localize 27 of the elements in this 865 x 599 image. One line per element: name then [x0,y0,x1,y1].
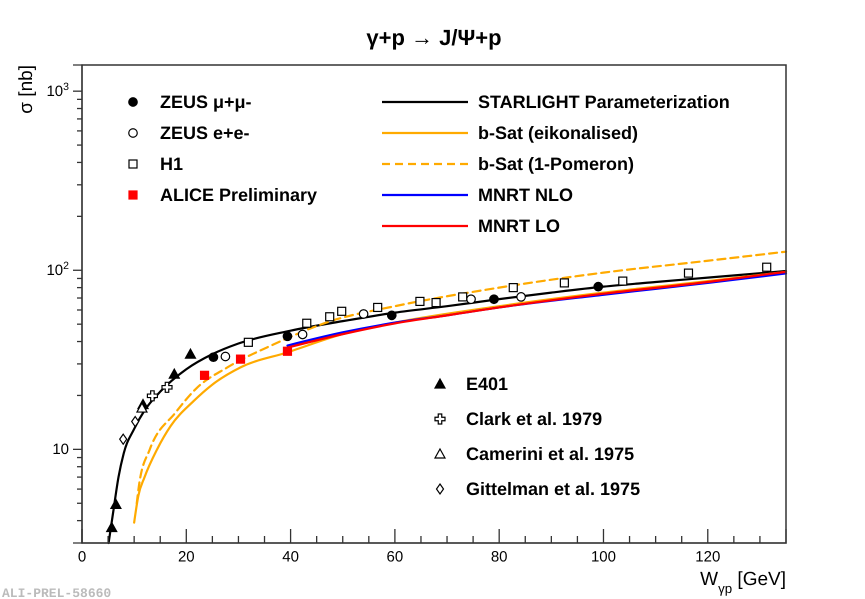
legend-label: H1 [160,154,184,174]
legend-label: Camerini et al. 1975 [466,444,634,464]
legend-label: Gittelman et al. 1975 [466,479,640,499]
y-tick-label: 10$^{3}$ [46,80,70,100]
legend-label: STARLIGHT Parameterization [478,92,730,112]
x-tick-label: 40 [282,548,299,566]
legend-label: ALICE Preliminary [160,185,318,205]
chart-title: γ+p → J/Ψ+p [366,25,502,50]
legend-label: ZEUS μ+μ- [160,92,252,112]
legend-label: MNRT LO [478,216,560,236]
x-tick-label: 0 [78,548,86,566]
x-tick-label: 80 [490,548,508,566]
x-tick-label: 120 [695,548,720,566]
y-axis-title: σ [nb] [16,65,37,114]
legend-label: Clark et al. 1979 [466,409,602,429]
legend-label: E401 [466,374,508,394]
legend-label: MNRT NLO [478,185,573,205]
legend-label: ZEUS e+e- [160,123,250,143]
text: ALI-PREL-58660 [2,586,112,599]
legend-label: b-Sat (1-Pomeron) [478,154,634,174]
x-axis-title: W$_{γp}$ [GeV] [700,569,786,596]
x-tick-label: 20 [178,548,195,566]
y-tick-label: 10$^{2}$ [46,260,70,280]
y-tick-label: 10 [52,441,69,458]
x-tick-label: 60 [386,548,404,566]
legend-label: b-Sat (eikonalised) [478,123,638,143]
x-tick-label: 100 [590,548,616,566]
